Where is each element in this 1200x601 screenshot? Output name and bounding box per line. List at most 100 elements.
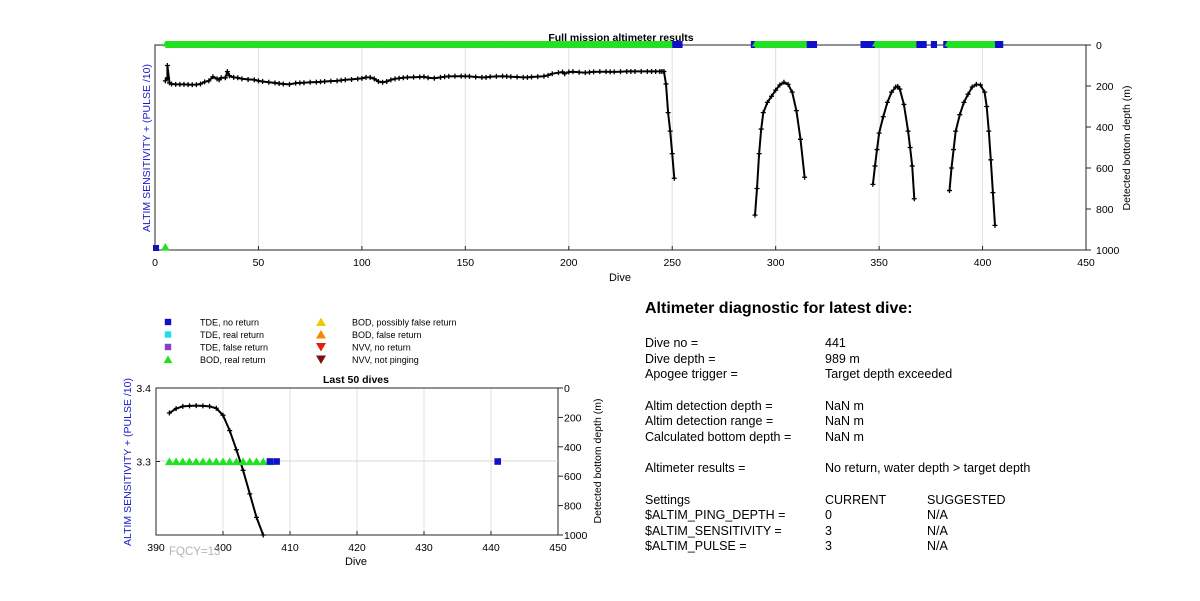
diagnostic-title: Altimeter diagnostic for latest dive:	[645, 300, 913, 317]
chart2-marker-bod-real-return	[171, 457, 181, 466]
chart1-x-tick-label: 300	[767, 257, 785, 269]
chart1-depth-point	[359, 75, 365, 81]
chart1-depth-point	[570, 69, 576, 75]
results-label: Altimeter results =	[645, 461, 746, 475]
chart1-depth-point	[446, 73, 452, 79]
chart2-x-label: Dive	[345, 556, 367, 568]
chart1-depth-point	[487, 74, 493, 80]
chart1-depth-point	[245, 76, 251, 82]
chart1-depth-point	[752, 212, 758, 218]
chart2-depth-point	[187, 403, 192, 409]
chart1-depth-point	[384, 78, 390, 84]
chart1-depth-point	[198, 81, 204, 87]
results-row: Altimeter results = No return, water dept…	[645, 461, 1145, 477]
chart1-right-axis-label: Detected bottom depth (m)	[1121, 86, 1133, 211]
chart1-depth-point	[990, 190, 996, 196]
chart1-depth-point	[431, 75, 437, 81]
chart1-depth-point	[367, 74, 373, 80]
chart1-y-tick-label: 600	[1096, 163, 1114, 175]
chart2-marker-bod-real-return	[191, 457, 201, 466]
chart1-depth-point	[328, 78, 334, 84]
chart1-depth-point	[342, 77, 348, 83]
chart1-depth-point	[889, 89, 895, 95]
chart2-right-tick-label: 200	[564, 412, 582, 424]
chart1-depth-point	[758, 126, 764, 132]
pulse-suggested: N/A	[927, 539, 948, 553]
chart1-depth-point	[986, 128, 992, 134]
chart2-marker-bod-real-return	[178, 457, 188, 466]
chart1-top-strip-tde-no-return	[750, 41, 755, 48]
chart2-left-axis-label: ALTIM SENSITIVITY + (PULSE /10)	[122, 378, 134, 546]
chart1-depth-point	[907, 145, 913, 150]
chart1-top-strip-tde-no-return	[930, 41, 938, 48]
legend-label-bod_possibly_false: BOD, possibly false return	[352, 318, 457, 328]
chart1-depth-trace	[164, 65, 676, 179]
chart2-title: Last 50 dives	[323, 374, 389, 386]
chart1-y-tick-label: 1000	[1096, 245, 1120, 257]
chart1-depth-point	[773, 87, 779, 93]
chart1-depth-point	[251, 77, 257, 83]
chart1-depth-point	[307, 79, 313, 85]
chart1-depth-point	[897, 86, 903, 92]
chart1-depth-point	[876, 130, 882, 136]
dive-no-value: 441	[825, 336, 846, 350]
chart1-depth-point	[164, 63, 170, 68]
chart1-depth-point	[789, 89, 795, 95]
chart2-marker-bod-real-return	[211, 457, 221, 466]
chart2-marker-bod-real-return	[218, 457, 228, 466]
chart1-depth-point	[909, 163, 915, 169]
chart2-marker-bod-real-return	[185, 457, 194, 466]
calc-depth-row: Calculated bottom depth = NaN m	[645, 430, 1145, 446]
chart2-depth-point	[240, 467, 246, 473]
chart2-depth-point	[227, 428, 233, 434]
chart1-depth-point	[953, 128, 959, 134]
chart1-depth-point	[802, 174, 808, 180]
chart1-y-tick-label: 400	[1096, 122, 1114, 134]
chart2-marker-tde-no-return	[494, 458, 501, 465]
chart1-depth-point	[508, 74, 514, 80]
chart1-depth-point	[638, 68, 644, 74]
results-value: No return, water depth > target depth	[825, 461, 1031, 475]
chart1-depth-point	[880, 114, 886, 120]
chart1-depth-point	[349, 76, 355, 82]
apogee-value: Target depth exceeded	[825, 367, 953, 381]
chart2-marker-bod-real-return	[225, 457, 235, 466]
chart1-depth-point	[793, 108, 799, 114]
chart1-depth-point	[957, 112, 963, 118]
chart1-y-tick-label: 800	[1096, 204, 1114, 216]
chart1-depth-point	[874, 147, 880, 153]
chart1-depth-point	[280, 81, 286, 87]
chart2-marker-bod-real-return	[198, 457, 208, 466]
chart2-x-tick-label: 410	[281, 542, 299, 554]
chart1-depth-point	[164, 75, 170, 81]
chart2-marker-bod-real-return	[252, 457, 261, 466]
chart2-right-tick-label: 0	[564, 383, 570, 395]
chart1-depth-point	[371, 76, 377, 82]
chart1-depth-point	[992, 222, 998, 228]
chart1-x-label: Dive	[609, 272, 631, 284]
settings-label: Settings	[645, 492, 691, 507]
chart2-x-tick-label: 420	[348, 542, 366, 554]
chart1-depth-point	[591, 69, 597, 75]
chart1-depth-point	[549, 71, 555, 77]
chart1-depth-point	[493, 73, 499, 79]
chart1-x-tick-label: 150	[457, 257, 475, 269]
chart1-top-strip-tde-no-return	[916, 41, 927, 48]
chart1-depth-point	[260, 78, 266, 84]
altim-depth-row: Altim detection depth = NaN m	[645, 399, 1145, 415]
chart1-left-axis-label: ALTIM SENSITIVITY + (PULSE /10)	[141, 64, 153, 232]
chart1-depth-point	[286, 81, 292, 87]
altim-range-label: Altim detection range =	[645, 414, 774, 428]
chart1-depth-point	[162, 78, 168, 84]
chart1-depth-point	[618, 69, 623, 75]
chart2-depth-point	[180, 403, 186, 409]
chart1-depth-point	[870, 181, 876, 187]
chart2-x-tick-label: 430	[415, 542, 433, 554]
chart1-depth-point	[425, 75, 431, 81]
chart1-depth-point	[611, 69, 617, 75]
chart2-left-tick-label: 3.3	[136, 457, 151, 469]
chart2-depth-point	[166, 410, 172, 416]
chart1-depth-point	[872, 163, 878, 169]
chart2-depth-point	[233, 447, 239, 453]
chart1-top-strip-tde-no-return	[806, 41, 818, 48]
